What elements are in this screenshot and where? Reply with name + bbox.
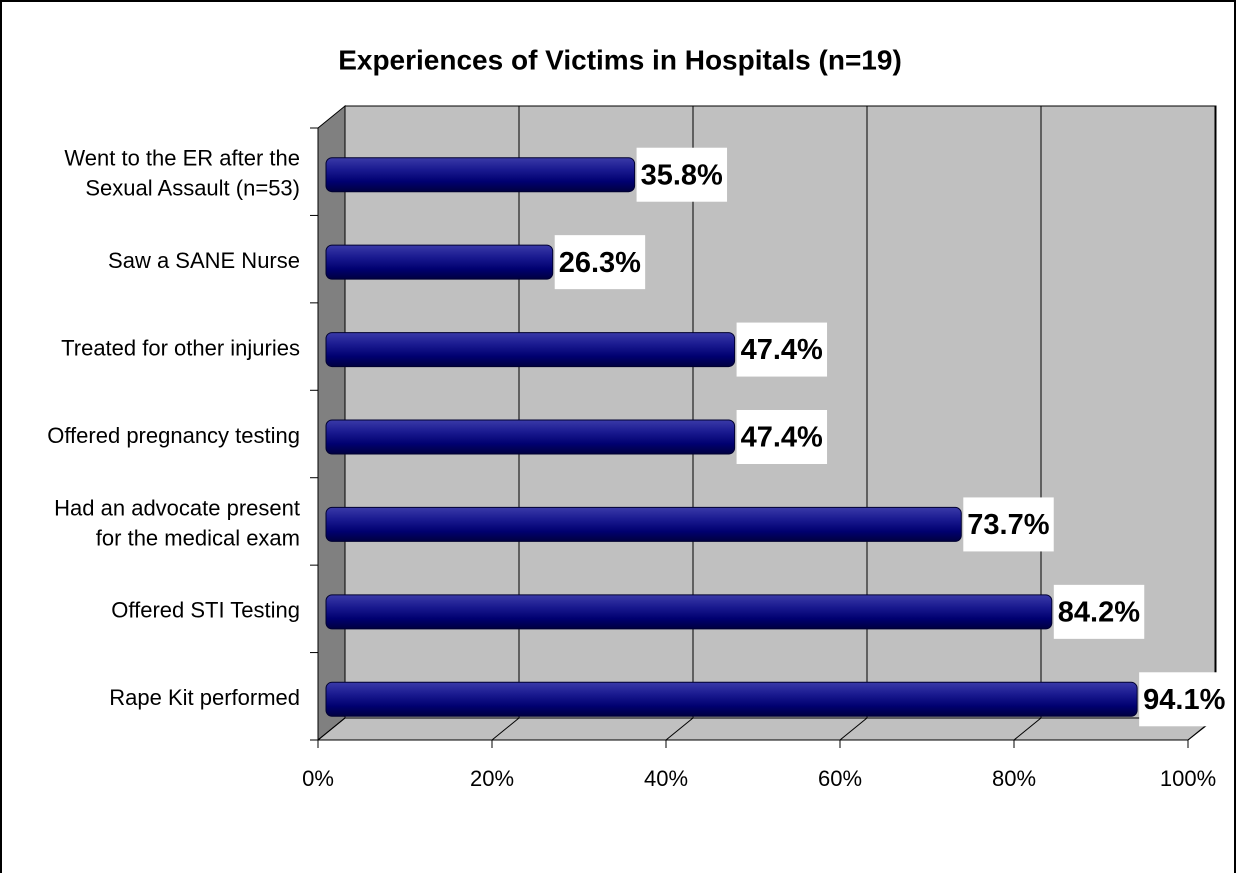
grid-line-floor [1013,717,1042,741]
data-label-box [1139,672,1230,727]
x-tick-label: 60% [818,766,862,791]
x-tick-label: 80% [992,766,1036,791]
data-label-box [1053,584,1145,639]
y-tick-label: Rape Kit performed [109,685,300,710]
grid-line-floor [317,717,346,741]
y-tick-label: Saw a SANE Nurse [108,248,300,273]
floor [316,717,1218,741]
data-label-box [963,497,1054,552]
data-label: 26.3% [559,247,641,279]
y-tick-label: Had an advocate present for the medical e… [54,495,300,550]
x-tick-label: 0% [302,766,334,791]
bar [325,244,554,280]
y-tick-label: Treated for other injuries [61,335,300,360]
data-label: 94.1% [1143,684,1225,716]
data-label-box [736,410,828,464]
data-label: 47.4% [741,334,823,366]
data-label-box [736,322,828,377]
y-tick-label: Offered STI Testing [111,598,300,623]
chart-title: Experiences of Victims in Hospitals (n=1… [338,44,902,75]
data-label-box [554,235,646,290]
data-label: 73.7% [967,509,1049,541]
data-label: 35.8% [641,159,723,191]
data-label: 84.2% [1058,597,1140,629]
bar [325,419,736,455]
x-tick-label: 20% [470,766,514,791]
bar [325,506,962,542]
data-label-box [636,147,728,202]
x-tick-label: 40% [644,766,688,791]
y-tick-label: Offered pregnancy testing [47,423,300,448]
data-label: 47.4% [741,422,823,454]
bar [325,157,636,193]
bar [325,332,736,368]
grid-line-floor [491,717,520,741]
grid-line-floor [839,717,868,741]
bar [325,594,1053,630]
x-tick-label: 100% [1160,766,1216,791]
grid-line-floor [665,717,694,741]
bar [325,681,1138,717]
y-tick-label: Went to the ER after the Sexual Assault (… [64,146,300,201]
